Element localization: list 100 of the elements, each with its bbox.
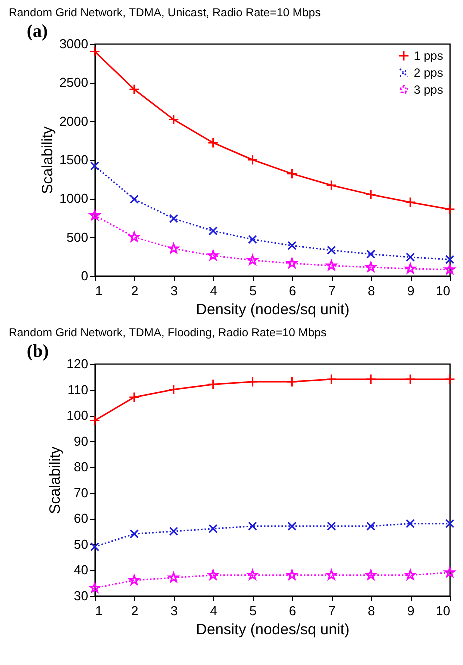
point (208, 524, 218, 534)
point (248, 570, 258, 580)
y-tick-label: 80 (74, 460, 88, 475)
point (208, 570, 219, 580)
y-tick-label: 2500 (60, 75, 88, 90)
x-tick-label: 9 (407, 284, 415, 298)
point (286, 168, 298, 180)
point (288, 241, 297, 250)
point (326, 570, 337, 580)
x-tick-label: 5 (250, 604, 257, 618)
y-tick-label: 0 (81, 268, 88, 284)
point (286, 258, 298, 268)
x-tick-label: 8 (368, 604, 376, 618)
point (168, 114, 180, 126)
x-tick-label: 7 (328, 284, 336, 298)
y-tick-label: 500 (66, 230, 88, 245)
point (90, 162, 100, 171)
x-tick-label: 8 (368, 284, 376, 298)
text: (a) (27, 21, 48, 41)
point (248, 522, 258, 531)
point (129, 575, 140, 586)
point (327, 522, 336, 531)
y-tick-label: 110 (68, 382, 88, 398)
point (169, 214, 178, 224)
point (90, 582, 100, 593)
point (168, 243, 180, 254)
point (247, 376, 258, 388)
y-tick-label: 1500 (60, 152, 88, 168)
point (286, 570, 298, 580)
y-tick-label: 100 (66, 408, 88, 424)
point (405, 374, 416, 385)
x-tick-label: 10 (436, 604, 450, 618)
x-tick-label: 3 (170, 604, 178, 618)
point (168, 384, 180, 396)
point (444, 567, 456, 578)
x-tick-label: 4 (210, 604, 218, 618)
point (248, 235, 258, 244)
point (366, 250, 376, 259)
x-tick-label: 2 (131, 604, 139, 618)
x-tick-label: 2 (131, 284, 139, 298)
y-tick-label: 1000 (60, 191, 88, 206)
point (366, 570, 376, 580)
y-tick-label: 2000 (60, 114, 88, 129)
point (366, 522, 376, 531)
point (129, 232, 140, 242)
point (445, 255, 455, 264)
y-axis-title: Scalability (40, 126, 57, 194)
point (130, 194, 139, 204)
point (248, 255, 258, 266)
point (247, 154, 258, 166)
y-tick-label: 90 (74, 434, 88, 449)
point (168, 572, 180, 583)
y-tick-label: 3000 (60, 36, 88, 52)
point (90, 46, 100, 58)
point (128, 84, 140, 96)
y-tick-label: 50 (74, 536, 88, 552)
point (405, 197, 416, 208)
y-tick-label: 120 (66, 356, 88, 372)
chart-title: Random Grid Network, TDMA, Flooding, Radio Rate=10 Mbps (9, 328, 328, 340)
point (90, 210, 100, 220)
y-tick-label: 70 (74, 485, 88, 500)
point (208, 226, 218, 236)
point (366, 374, 377, 385)
y-tick-label: 40 (74, 562, 88, 578)
x-tick-label: 10 (436, 284, 450, 298)
point (326, 260, 337, 271)
legend-label: 3 pps (414, 83, 444, 97)
point (444, 374, 456, 385)
point (90, 542, 100, 552)
legend-label: 1 pps (414, 49, 444, 63)
point (326, 374, 338, 385)
point (366, 262, 376, 272)
x-tick-label: 4 (210, 284, 218, 298)
x-tick-label: 3 (170, 284, 178, 298)
point (406, 252, 416, 262)
y-tick-label: 60 (74, 511, 88, 526)
point (208, 137, 219, 148)
legend-label: 2 pps (414, 66, 444, 80)
point (286, 376, 298, 388)
point (128, 392, 140, 404)
point (366, 189, 377, 200)
point (288, 522, 297, 531)
point (444, 204, 456, 215)
text: (b) (27, 341, 50, 361)
x-tick-label: 1 (96, 284, 103, 298)
x-tick-label: 6 (289, 604, 296, 618)
point (405, 264, 416, 274)
point (405, 570, 416, 580)
point (444, 264, 456, 274)
y-axis-title: Scalability (46, 446, 64, 514)
point (327, 246, 336, 256)
x-axis-title: Density (nodes/sq unit) (196, 622, 350, 638)
point (208, 379, 219, 390)
point (445, 519, 455, 528)
point (208, 250, 219, 260)
point (130, 530, 139, 539)
y-tick-label: 30 (74, 588, 88, 604)
point (406, 519, 416, 528)
chart-title: Random Grid Network, TDMA, Unicast, Radio Rate=10 Mbps (9, 8, 322, 20)
x-tick-label: 9 (407, 604, 415, 618)
